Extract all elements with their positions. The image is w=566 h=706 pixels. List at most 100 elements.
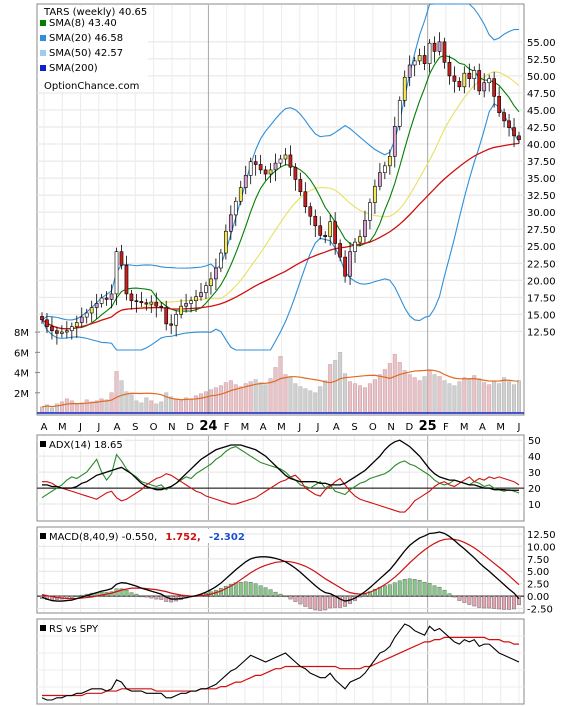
macd-histogram-bar <box>303 595 308 607</box>
rs-legend-swatch <box>40 625 46 631</box>
macd-histogram-bar <box>74 595 79 598</box>
macd-histogram-bar <box>134 593 139 597</box>
macd-histogram-bar <box>517 595 521 605</box>
volume-bar <box>283 374 288 414</box>
volume-bar <box>517 380 521 414</box>
candle-body <box>417 55 422 62</box>
adx-panel: 50 40 30 20 10 ADX(14) 18.65 <box>36 434 541 522</box>
volume-bar <box>268 378 273 414</box>
volume-bar <box>303 388 308 414</box>
volume-bar <box>40 406 44 414</box>
candle-body <box>387 155 392 167</box>
time-axis-label: J <box>316 422 320 433</box>
rs-panel: RS vs SPY <box>36 618 525 705</box>
candle-body <box>194 296 198 302</box>
price-tick-label: 17.50 <box>527 293 556 304</box>
volume-bar <box>343 373 348 414</box>
candle-body <box>273 162 278 171</box>
price-panel: 55.00 52.50 50.00 47.50 45.00 42.50 40.00 37.50… <box>14 3 556 416</box>
volume-bar <box>492 380 497 414</box>
candle-body <box>288 154 293 168</box>
time-axis-label: D <box>406 422 414 433</box>
macd-histogram-bar <box>387 584 392 597</box>
volume-bar <box>238 386 243 414</box>
adx-lines <box>41 439 520 513</box>
candle-body <box>243 175 248 188</box>
macd-tick-label: 0.00 <box>527 592 549 603</box>
candle-body <box>60 331 64 334</box>
candle-body <box>129 293 134 302</box>
price-tick-label: 42.50 <box>527 123 556 134</box>
candle-body <box>348 251 352 277</box>
volume-bar <box>114 371 119 414</box>
price-tick-label: 32.50 <box>527 191 556 202</box>
candle-body <box>447 61 452 77</box>
volume-bar <box>512 384 517 414</box>
time-axis-label: O <box>369 422 377 433</box>
volume-bar <box>462 377 467 414</box>
volume-bar <box>377 374 382 414</box>
volume-bar <box>323 380 328 414</box>
candle-body <box>109 293 114 300</box>
candle-body <box>303 191 308 208</box>
volume-bar <box>278 356 283 414</box>
candle-body <box>412 60 417 66</box>
volume-bar <box>437 376 442 414</box>
candle-body <box>209 278 213 287</box>
candle-body <box>228 214 233 232</box>
price-tick-label: 37.50 <box>527 157 556 168</box>
volume-bar <box>119 380 124 414</box>
volume-bar <box>362 387 367 414</box>
time-axis-label: M <box>460 422 469 433</box>
volume-bar <box>353 383 358 414</box>
volume-bar <box>169 396 174 414</box>
macd-histogram-bar <box>164 595 169 602</box>
candle-body <box>253 161 258 165</box>
volume-bar <box>407 374 412 414</box>
legend-label: SMA(20) 46.58 <box>49 33 123 44</box>
macd-histogram-bar <box>243 581 248 597</box>
volume-bar <box>74 403 79 414</box>
macd-histogram-bar <box>253 583 258 597</box>
volume-bar <box>402 370 407 414</box>
volume-bar <box>412 377 417 414</box>
volume-bars <box>37 352 524 414</box>
macd-histogram-bar <box>328 595 333 609</box>
macd-histogram-bar <box>497 595 502 610</box>
volume-bar <box>89 401 94 414</box>
time-axis-label: A <box>114 422 121 433</box>
volume-bar <box>293 383 298 414</box>
candle-body <box>94 303 99 308</box>
adx-tick-label: 40 <box>528 452 541 463</box>
macd-histogram-bar <box>432 585 437 597</box>
candle-body <box>477 70 482 92</box>
candle-body <box>189 300 193 304</box>
volume-bar <box>502 377 507 414</box>
volume-bar <box>427 370 432 414</box>
time-axis-label: J <box>78 422 82 433</box>
macd-histogram-bar <box>392 582 397 597</box>
volume-bar <box>422 376 427 414</box>
volume-bar <box>174 398 179 414</box>
macd-histogram-bar <box>492 595 497 609</box>
volume-bar <box>189 399 194 414</box>
volume-tick-label: 8M <box>14 328 29 339</box>
candle-body <box>204 285 208 293</box>
volume-bar <box>79 402 84 414</box>
volume-bar <box>372 379 377 414</box>
macd-histogram-bar <box>298 595 303 605</box>
volume-bar <box>338 352 343 414</box>
macd-histogram-bar <box>124 589 129 597</box>
candle-body <box>338 243 342 258</box>
adx-tick-label: 50 <box>528 436 541 447</box>
candle-body <box>502 112 506 122</box>
candle-body <box>84 312 89 318</box>
time-axis-label: N <box>168 422 175 433</box>
legend-label: SMA(200) <box>49 63 98 74</box>
volume-bar <box>213 387 218 414</box>
volume-bar <box>318 386 323 414</box>
candle-body <box>313 215 318 227</box>
macd-histogram-bar <box>223 585 228 597</box>
macd-tick-label: 7.50 <box>527 555 549 566</box>
candle-body <box>333 221 337 244</box>
